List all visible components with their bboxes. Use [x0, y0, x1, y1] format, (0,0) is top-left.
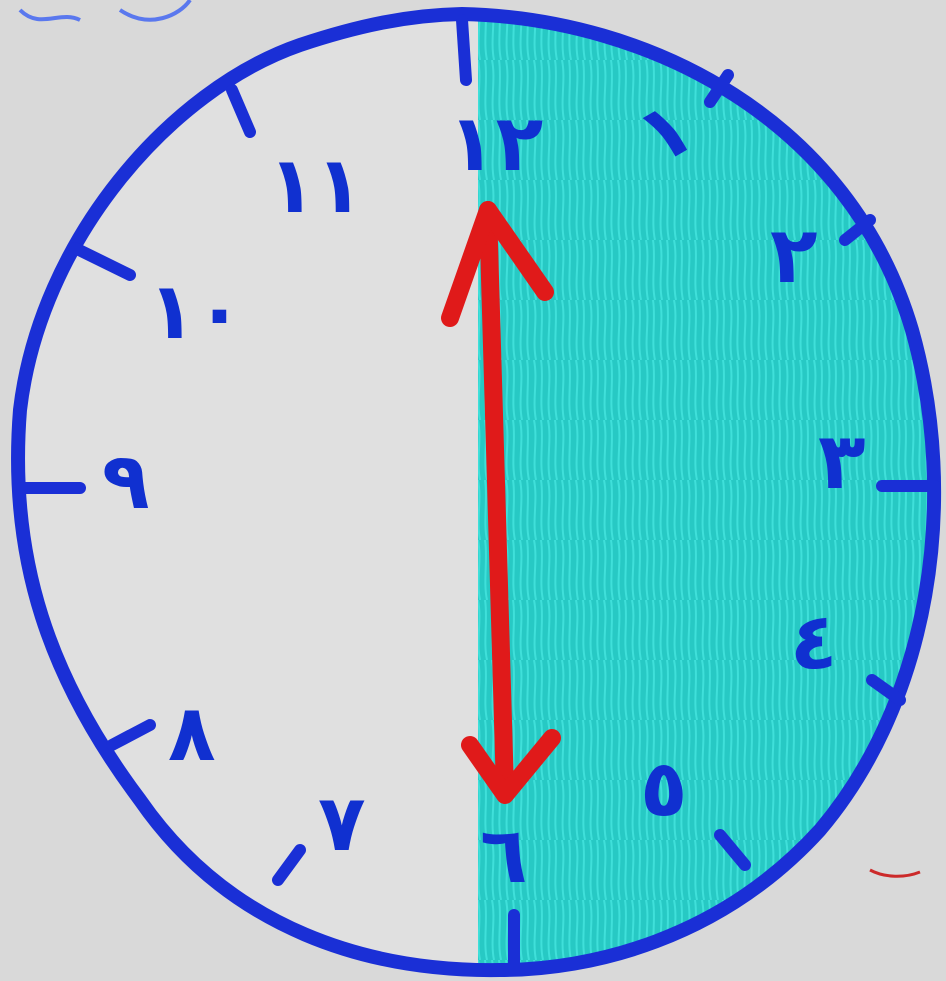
double-arrow	[441, 201, 561, 804]
stray-mark-topleft	[18, 0, 192, 22]
numeral-2: ٢	[770, 211, 818, 301]
tick-10	[69, 242, 136, 281]
tick-5	[714, 829, 751, 871]
numeral-4: ٤	[790, 597, 838, 687]
tick-marks	[16, 14, 941, 976]
tick-2	[839, 214, 876, 246]
numeral-9: ٩	[102, 437, 150, 527]
numeral-5: ٥	[640, 744, 688, 834]
numeral-11: ١١	[268, 141, 363, 231]
tick-1	[704, 69, 734, 108]
numeral-3: ٣	[818, 417, 866, 507]
tick-8	[106, 719, 156, 751]
stray-mark-right	[869, 868, 921, 878]
numeral-8: ٨	[168, 689, 216, 779]
numeral-7: ٧	[318, 779, 366, 869]
numeral-12: ١٢	[448, 99, 543, 189]
numeral-6: ٦	[480, 811, 528, 901]
numeral-10: ١٠	[148, 267, 243, 357]
clock-outline	[11, 7, 942, 978]
tick-12	[456, 14, 472, 86]
tick-7	[272, 844, 306, 886]
tick-11	[226, 84, 256, 138]
shaded-half	[478, 14, 935, 971]
tick-4	[866, 674, 906, 706]
